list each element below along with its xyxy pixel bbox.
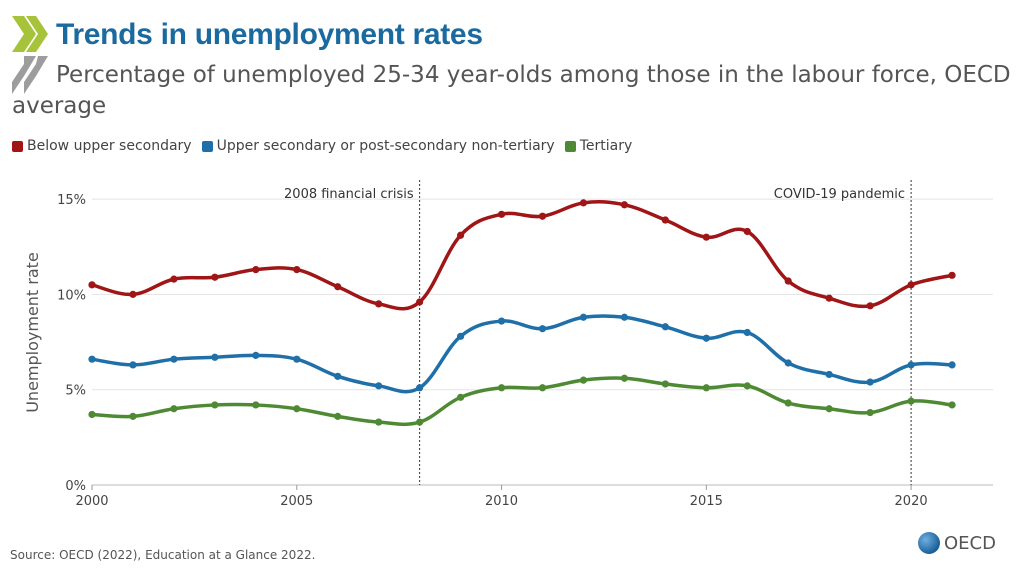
data-point [702,233,710,241]
data-point [88,281,96,289]
data-point [497,210,506,218]
legend-label: Below upper secondary [27,138,192,154]
data-point [948,271,956,279]
data-point [784,399,792,407]
chart-title: Trends in unemployment rates [56,18,483,51]
data-point [825,294,833,302]
data-point [661,323,669,331]
data-point [743,227,751,236]
data-point [497,317,506,325]
data-point [416,418,424,426]
data-point [579,313,588,321]
data-point [907,281,915,289]
data-point [88,410,96,419]
data-point [620,313,629,321]
data-point [784,277,792,285]
chart-subtitle: Percentage of unemployed 25-34 year-olds… [12,62,1011,119]
oecd-chevron-logo-icon [12,16,48,94]
data-point [293,265,301,274]
data-point [456,332,465,340]
legend-label: Tertiary [579,138,633,154]
globe-icon [918,532,940,554]
chart-legend: Below upper secondary Upper secondary or … [12,138,632,154]
data-point [825,370,833,379]
series-line [91,314,953,394]
data-point [88,355,96,363]
data-point [579,199,588,207]
data-point [129,361,137,369]
data-point [334,412,342,420]
data-point [416,298,424,306]
data-point [538,212,547,220]
legend-swatch [201,140,213,152]
data-point [825,405,833,413]
data-point [170,275,178,283]
data-point [948,361,956,369]
legend-swatch [564,140,576,152]
data-point [375,382,383,390]
data-point [866,378,874,386]
data-point [702,384,710,392]
oecd-logo-text: OECD [944,532,996,554]
data-point [702,334,710,342]
data-point [620,374,629,382]
y-tick-label: 15% [57,193,86,208]
data-point [907,361,915,369]
data-point [620,201,629,209]
oecd-logo: OECD [918,532,996,554]
x-tick-label: 2020 [895,494,928,509]
y-tick-label: 0% [65,479,86,494]
data-point [334,283,342,291]
data-point [743,382,751,390]
data-point [211,353,219,361]
data-point [293,355,301,363]
data-point [375,300,383,308]
data-point [375,418,383,426]
x-tick-label: 2000 [75,494,108,509]
y-tick-label: 5% [65,384,86,399]
series-line [91,200,953,311]
data-point [416,384,424,392]
data-point [661,216,669,224]
legend-item[interactable]: Below upper secondary [12,138,192,154]
data-point [170,355,178,363]
line-chart: 0% 5% 10% 15% 2000 2005 2010 2015 2020 Unemployme… [23,180,993,509]
data-point [211,401,219,409]
y-axis-label: Unemployment rate [23,252,42,413]
data-point [456,393,465,401]
x-tick-label: 2005 [280,494,313,509]
series-line [91,376,953,427]
data-point [743,328,751,337]
annotation-label: COVID-19 pandemic [774,187,905,202]
legend-label: Upper secondary or post-secondary non-te… [216,138,555,154]
data-point [784,359,792,367]
data-point [661,380,669,388]
data-point [907,397,915,405]
data-point [252,351,260,359]
x-tick-label: 2010 [485,494,518,509]
data-point [579,376,588,384]
legend-swatch [12,140,23,152]
data-point [252,265,260,274]
data-point [170,405,178,413]
data-point [866,408,874,417]
data-point [129,412,137,420]
data-point [538,325,547,333]
data-point [497,384,506,392]
data-point [538,384,547,392]
data-point [252,401,260,409]
data-point [948,401,956,409]
y-tick-label: 10% [57,288,86,303]
data-point [456,231,465,239]
legend-item[interactable]: Upper secondary or post-secondary non-te… [201,138,555,154]
data-point [334,372,342,380]
data-point [129,290,137,298]
data-point [211,273,219,281]
x-tick-label: 2015 [690,494,723,509]
legend-item[interactable]: Tertiary [564,138,633,154]
data-point [293,405,301,413]
data-point [866,302,874,310]
source-note: Source: OECD (2022), Education at a Glan… [10,548,316,562]
annotation-label: 2008 financial crisis [284,187,414,202]
